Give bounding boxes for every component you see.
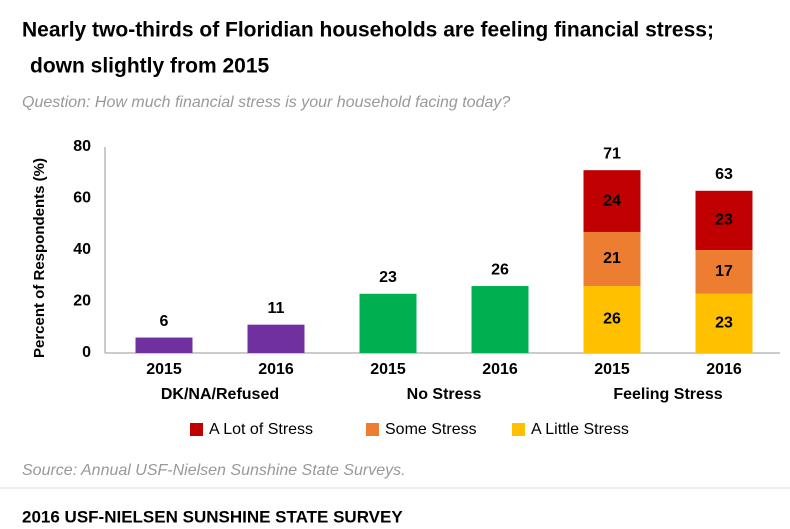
group-label: Feeling Stress bbox=[613, 386, 722, 403]
x-tick-label: 2016 bbox=[482, 361, 518, 378]
y-tick-label: 0 bbox=[82, 344, 91, 361]
y-tick-label: 60 bbox=[73, 190, 91, 207]
data-label: 26 bbox=[603, 311, 621, 328]
data-label: 26 bbox=[491, 261, 509, 278]
y-tick-label: 20 bbox=[73, 293, 91, 310]
legend-swatch bbox=[512, 423, 525, 436]
data-label: 23 bbox=[379, 269, 397, 286]
bar bbox=[359, 293, 417, 353]
y-axis-label: Percent of Respondents (%) bbox=[31, 158, 48, 358]
bar bbox=[471, 286, 529, 353]
bar bbox=[135, 337, 193, 353]
data-label: 23 bbox=[715, 212, 733, 229]
bar-segment bbox=[695, 293, 753, 353]
legend-label: A Lot of Stress bbox=[209, 421, 313, 438]
data-label: 23 bbox=[715, 315, 733, 332]
y-tick-label: 80 bbox=[73, 138, 91, 155]
x-tick-label: 2015 bbox=[146, 361, 182, 378]
data-label: 24 bbox=[603, 192, 621, 209]
group-label: DK/NA/Refused bbox=[161, 386, 279, 403]
data-label: 17 bbox=[715, 263, 733, 280]
data-label: 21 bbox=[603, 250, 621, 267]
chart-title: Nearly two-thirds of Floridian household… bbox=[22, 19, 714, 42]
x-tick-label: 2015 bbox=[370, 361, 406, 378]
bar-segment bbox=[695, 250, 753, 294]
x-tick-label: 2016 bbox=[258, 361, 294, 378]
bar-segment bbox=[583, 286, 641, 353]
y-tick-label: 40 bbox=[73, 241, 91, 258]
bar bbox=[247, 324, 305, 353]
data-label: 11 bbox=[268, 300, 285, 317]
x-tick-label: 2016 bbox=[706, 361, 742, 378]
footer: 2016 USF-NIELSEN SUNSHINE STATE SURVEY bbox=[22, 507, 403, 526]
legend-swatch bbox=[190, 423, 203, 436]
group-label: No Stress bbox=[407, 386, 482, 403]
total-label: 71 bbox=[603, 145, 621, 162]
bar-segment bbox=[583, 170, 641, 232]
legend-swatch bbox=[366, 423, 379, 436]
bar-segment bbox=[583, 231, 641, 287]
bar-segment bbox=[695, 190, 753, 250]
total-label: 63 bbox=[715, 166, 733, 183]
subtitle: Question: How much financial stress is y… bbox=[22, 94, 510, 111]
legend-label: A Little Stress bbox=[531, 421, 629, 438]
x-tick-label: 2015 bbox=[594, 361, 630, 378]
chart-title: down slightly from 2015 bbox=[30, 55, 270, 78]
data-label: 6 bbox=[160, 313, 169, 330]
source: Source: Annual USF-Nielsen Sunshine Stat… bbox=[22, 462, 406, 479]
legend-label: Some Stress bbox=[385, 421, 477, 438]
